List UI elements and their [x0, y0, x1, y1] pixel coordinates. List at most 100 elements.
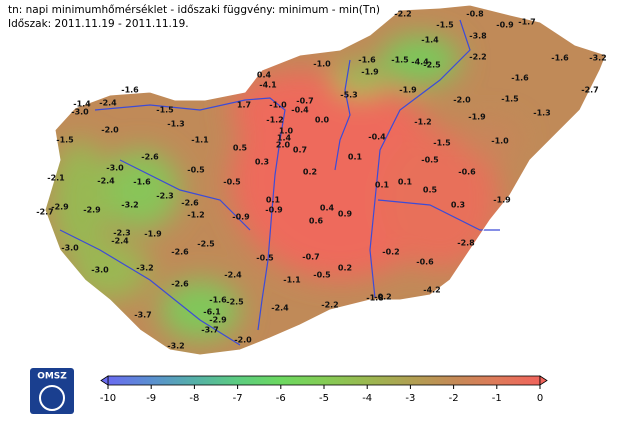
station-value: -1.5 [391, 56, 409, 65]
station-value: 0.1 [348, 153, 363, 162]
station-value: -3.0 [61, 244, 79, 253]
station-value: -2.9 [83, 206, 101, 215]
station-value: 0.4 [320, 204, 335, 213]
station-value: -1.2 [414, 118, 432, 127]
station-value: -2.7 [581, 86, 599, 95]
station-value: -4.1 [259, 81, 277, 90]
station-value: -2.4 [99, 99, 117, 108]
station-value: -3.0 [91, 266, 109, 275]
station-value: -1.6 [121, 86, 139, 95]
station-value: -1.3 [167, 120, 185, 129]
station-value: -1.9 [468, 113, 486, 122]
station-value: 1.0 [279, 127, 294, 136]
station-value: -2.0 [101, 126, 119, 135]
station-value: -1.5 [436, 21, 454, 30]
station-value: -2.5 [423, 61, 441, 70]
station-value: -1.2 [187, 211, 205, 220]
logo-text: OMSZ [37, 372, 67, 382]
temperature-field [45, 5, 606, 355]
station-value: 0.2 [303, 168, 317, 177]
station-value: -1.0 [491, 137, 509, 146]
station-value: -2.3 [156, 192, 174, 201]
station-value: -2.9 [51, 203, 69, 212]
station-value: -1.6 [133, 178, 151, 187]
station-value: -1.1 [191, 136, 209, 145]
station-value: -1.9 [493, 196, 511, 205]
station-value: -2.4 [97, 177, 115, 186]
station-value: -1.6 [358, 56, 376, 65]
station-value: 0.1 [375, 181, 390, 190]
station-value: 0.9 [338, 210, 353, 219]
station-value: -2.2 [469, 53, 487, 62]
colorbar-tick-label: -9 [146, 393, 156, 404]
station-value: 0.4 [257, 71, 272, 80]
station-value: 0.6 [309, 217, 324, 226]
station-value: -2.6 [181, 199, 199, 208]
station-value: -1.6 [551, 54, 569, 63]
station-value: -1.0 [269, 101, 287, 110]
header-line: Időszak: 2011.11.19 - 2011.11.19. [8, 18, 189, 30]
station-value: -3.7 [134, 311, 152, 320]
station-value: -4.4 [411, 58, 429, 67]
station-value: -2.2 [321, 301, 339, 310]
colorbar-tick-label: -6 [276, 393, 286, 404]
station-value: -0.5 [421, 156, 439, 165]
station-value: -1.8 [366, 294, 384, 303]
station-value: -1.6 [209, 296, 227, 305]
colorbar-bar [107, 375, 541, 386]
station-value: 1.7 [237, 101, 251, 110]
station-value: -2.6 [171, 280, 189, 289]
station-value: -1.5 [156, 106, 174, 115]
station-value: -2.3 [113, 229, 131, 238]
station-value: -1.9 [399, 86, 417, 95]
station-value: -3.2 [589, 54, 607, 63]
station-value: -0.7 [302, 253, 320, 262]
station-value: -0.9 [496, 21, 514, 30]
station-value: -1.9 [144, 230, 162, 239]
header-line: tn: napi minimumhőmérséklet - időszaki f… [8, 4, 380, 16]
station-value: 0.2 [338, 264, 352, 273]
colorbar-tick-label: -8 [189, 393, 199, 404]
station-value: 0.3 [255, 158, 269, 167]
station-value: -2.8 [457, 239, 475, 248]
station-value: -0.6 [416, 258, 434, 267]
station-value: -2.7 [36, 208, 54, 217]
station-value: -2.6 [141, 153, 159, 162]
colorbar-tick-label: -10 [100, 393, 116, 404]
station-value: -1.3 [533, 109, 551, 118]
station-value: -3.2 [167, 342, 185, 351]
colorbar-tick-label: -1 [492, 393, 502, 404]
station-value: -3.2 [121, 201, 139, 210]
station-value: -3.8 [469, 32, 487, 41]
station-labels: -2.2-1.5-0.8-0.9 -1.7-3.8-1.4-4.4-1.5-1.6… [36, 10, 607, 351]
colorbar-tick-label: 0 [537, 393, 543, 404]
station-value: -0.5 [256, 254, 274, 263]
station-value: -0.4 [368, 133, 386, 142]
station-value: -2.1 [47, 174, 65, 183]
station-value: -1.9 [361, 68, 379, 77]
station-value: 0.5 [423, 186, 438, 195]
station-value: 2.0 [276, 141, 291, 150]
station-value: -0.8 [466, 10, 484, 19]
station-value: -1.0 [313, 60, 331, 69]
station-value: -2.5 [197, 240, 215, 249]
station-value: -2.0 [234, 336, 252, 345]
station-value: -4.2 [423, 286, 441, 295]
country-border [44, 4, 607, 356]
station-value: -0.9 [232, 213, 250, 222]
station-value: -1.4 [73, 100, 91, 109]
station-value: -6.1 [203, 308, 221, 317]
station-value: -2.4 [224, 271, 242, 280]
colorbar-end [100, 375, 109, 386]
station-value: -2.4 [111, 237, 129, 246]
rivers [59, 19, 500, 346]
station-value: -3.0 [71, 108, 89, 117]
station-value: -2.0 [453, 96, 471, 105]
station-value: -0.7 [296, 97, 314, 106]
station-value: -5.3 [340, 91, 358, 100]
station-value: -0.9 [265, 206, 283, 215]
station-value: -3.0 [106, 164, 124, 173]
station-value: -2.9 [209, 316, 227, 325]
station-value: -1.2 [266, 116, 284, 125]
station-value: 0.5 [233, 144, 248, 153]
